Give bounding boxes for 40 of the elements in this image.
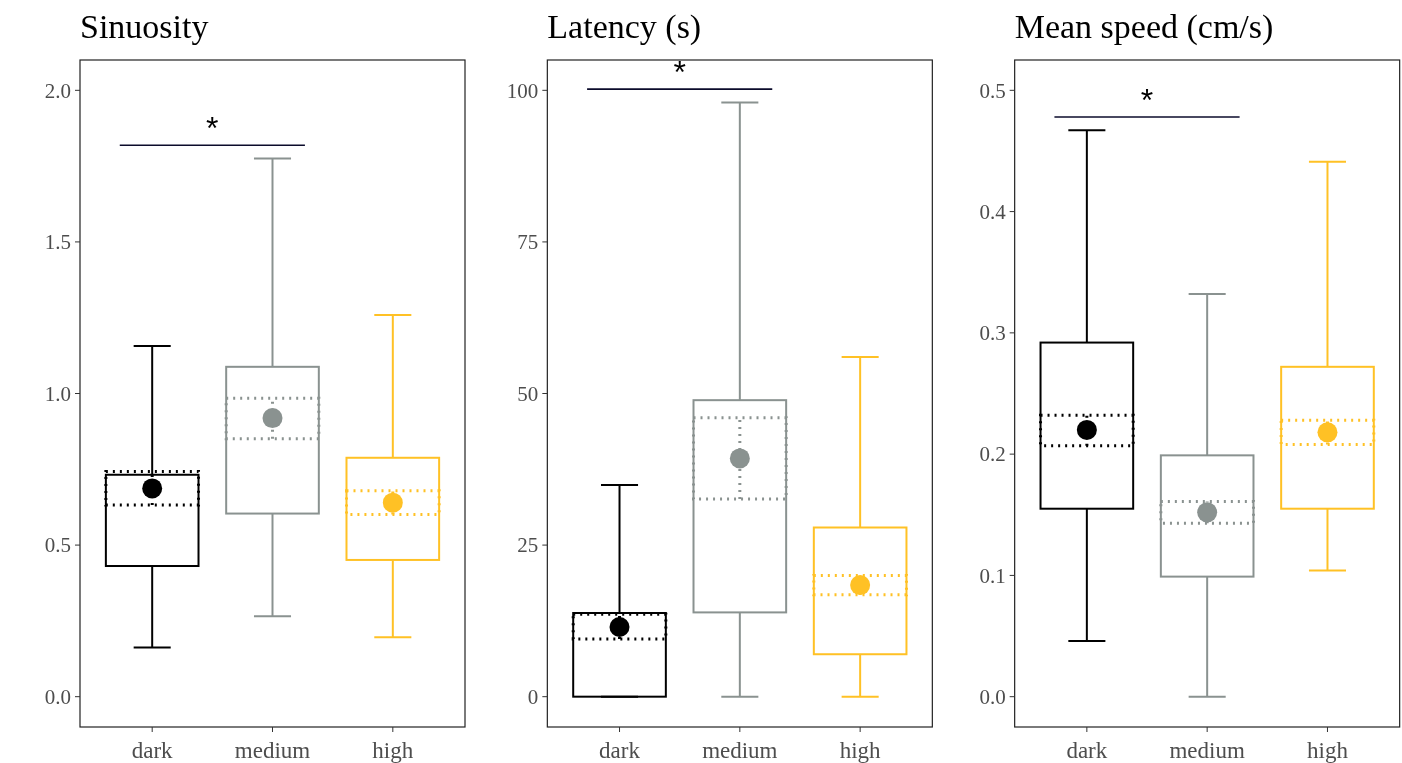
y-tick-label: 25 (517, 533, 539, 558)
chart-title: Mean speed (cm/s) (1014, 8, 1274, 46)
y-tick-label: 0.4 (979, 199, 1007, 224)
annotation: * (1140, 82, 1154, 118)
annotation: * (206, 110, 219, 147)
chart-title: Sinuosity (80, 8, 209, 45)
point (142, 478, 163, 499)
y-tick-label: 50 (517, 381, 539, 406)
y-tick-label: 0.1 (979, 563, 1006, 588)
y-tick-label: 2.0 (44, 78, 71, 103)
x-tick-label: medium (1169, 738, 1245, 763)
y-tick-label: 0.2 (979, 442, 1006, 467)
y-tick-label: 100 (506, 78, 539, 103)
point (609, 616, 630, 637)
point (1317, 422, 1338, 443)
y-tick-label: 0.0 (44, 685, 71, 710)
y-tick-label: 1.0 (44, 381, 71, 406)
y-tick-label: 75 (517, 230, 539, 255)
point (1197, 502, 1218, 523)
x-tick-label: high (1307, 738, 1349, 763)
x-tick-label: high (372, 738, 414, 763)
chart-title: Latency (s) (547, 8, 702, 46)
x-tick-label: dark (131, 738, 174, 763)
y-tick-label: 0.5 (44, 533, 71, 558)
x-tick-label: high (839, 738, 882, 763)
y-tick-label: 0.5 (979, 78, 1006, 103)
y-tick-label: 0.3 (979, 321, 1006, 346)
point (729, 448, 750, 469)
y-tick-label: 0.0 (979, 685, 1006, 710)
point (382, 492, 403, 513)
y-tick-label: 0 (527, 685, 539, 710)
x-tick-label: dark (1066, 738, 1108, 763)
x-tick-label: medium (234, 738, 311, 763)
annotation: * (673, 54, 686, 91)
point (262, 408, 283, 429)
x-tick-label: medium (702, 738, 778, 763)
x-tick-label: dark (599, 738, 641, 763)
y-tick-label: 1.5 (44, 230, 71, 255)
point (850, 575, 871, 596)
point (1076, 419, 1097, 440)
